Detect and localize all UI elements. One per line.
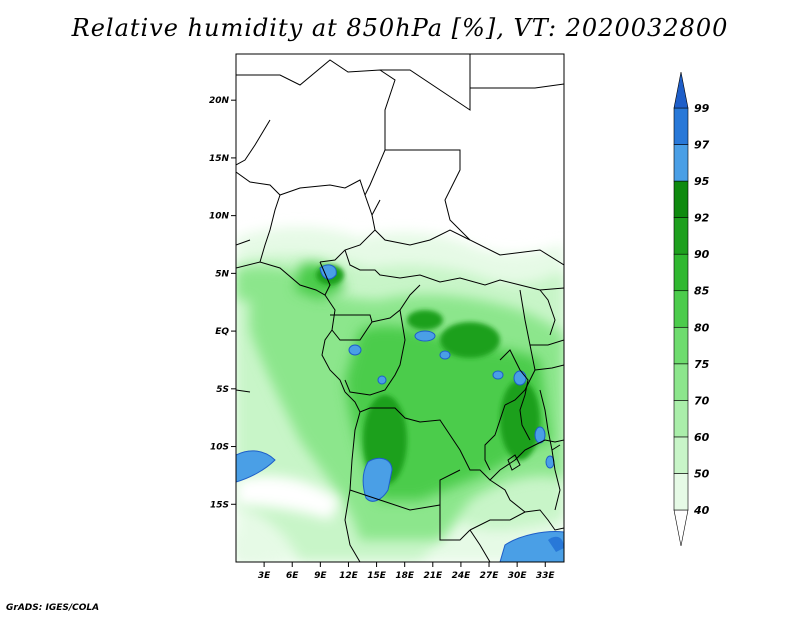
lat-tick-label: 20N: [209, 96, 230, 106]
humidity-field: [236, 227, 564, 562]
country-borders: [236, 54, 564, 562]
colorbar-level-label: 80: [694, 321, 710, 334]
colorbar-level-label: 95: [694, 175, 710, 188]
latitude-axis: 20N 15N 10N 5N EQ 5S 10S 15S: [209, 96, 236, 510]
colorbar-segment: [673, 217, 689, 255]
colorbar-level-label: 70: [694, 394, 710, 407]
lon-tick-label: 12E: [339, 571, 359, 581]
lat-tick-label: 15S: [210, 500, 229, 510]
colorbar-level-label: 92: [694, 212, 710, 225]
colorbar-segment: [673, 71, 689, 109]
colorbar-segment: [673, 363, 689, 401]
chart-title: Relative humidity at 850hPa [%], VT: 202…: [71, 14, 729, 42]
lat-tick-label: 15N: [209, 154, 230, 164]
colorbar-segment: [673, 290, 689, 328]
lat-tick-label: 5N: [215, 269, 229, 279]
colorbar-level-label: 90: [694, 248, 710, 261]
colorbar-segment: [673, 144, 689, 182]
lon-tick-label: 21E: [423, 571, 443, 581]
lon-tick-label: 15E: [367, 571, 387, 581]
longitude-axis: 3E 6E 9E 12E 15E 18E 21E 24E 27E 30E 33E: [258, 562, 556, 581]
lon-tick-label: 9E: [314, 571, 327, 581]
lon-tick-label: 18E: [395, 571, 415, 581]
colorbar-segment: [673, 107, 689, 145]
colorbar-segment: [673, 473, 689, 511]
map-frame: [235, 53, 565, 563]
colorbar-level-label: 99: [694, 102, 710, 115]
colorbar-segment: [673, 253, 689, 292]
lat-tick-label: EQ: [215, 327, 229, 337]
colorbar-level-label: 85: [694, 285, 710, 298]
colorbar-level-label: 50: [694, 467, 710, 480]
lon-tick-label: 24E: [452, 571, 472, 581]
lat-tick-label: 5S: [216, 385, 229, 395]
colorbar-segment: [673, 509, 689, 547]
lon-tick-label: 30E: [508, 571, 528, 581]
rh-95-plus-patches: [236, 264, 564, 562]
colorbar-level-label: 97: [694, 139, 710, 152]
colorbar-segment: [673, 436, 689, 474]
lon-tick-label: 3E: [258, 571, 271, 581]
rh-40-50-tongue: [236, 475, 340, 562]
colorbar-level-label: 60: [694, 431, 710, 444]
colorbar-segment: [673, 326, 689, 365]
lat-tick-label: 10S: [210, 443, 229, 453]
footer-credit: GrADS: IGES/COLA: [6, 603, 100, 613]
lat-tick-label: 10N: [209, 212, 230, 222]
lon-tick-label: 6E: [286, 571, 299, 581]
lon-tick-label: 33E: [536, 571, 556, 581]
colorbar-segment: [673, 180, 689, 218]
lon-tick-label: 27E: [480, 571, 500, 581]
colorbar-level-label: 75: [694, 358, 710, 371]
colorbar-segment: [673, 400, 689, 438]
colorbar-level-label: 40: [693, 504, 710, 517]
